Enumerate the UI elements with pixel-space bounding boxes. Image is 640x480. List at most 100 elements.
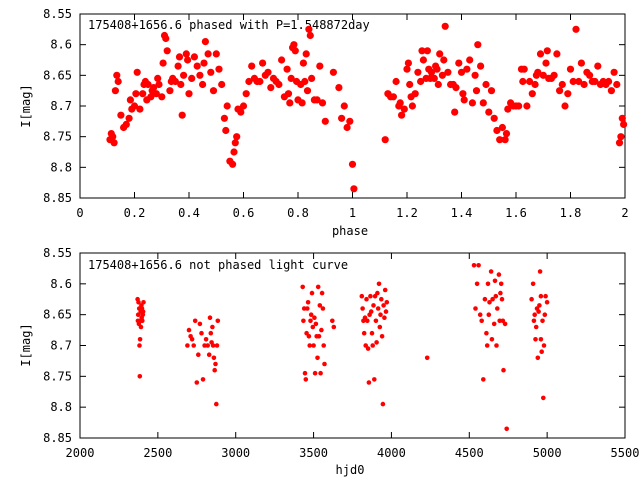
data-point — [558, 80, 566, 89]
data-point — [114, 77, 122, 86]
data-point — [299, 59, 307, 67]
data-point — [200, 59, 208, 67]
data-point — [267, 84, 275, 92]
x-tick-label: 1.4 — [451, 206, 473, 220]
data-point — [321, 117, 329, 125]
data-point — [535, 355, 541, 361]
data-point — [180, 71, 188, 79]
data-point — [419, 56, 427, 64]
data-point — [451, 108, 459, 116]
data-point — [110, 139, 118, 147]
data-point — [471, 263, 477, 268]
data-point — [617, 133, 625, 141]
x-axis-label: phase — [332, 224, 368, 238]
x-tick-label: 4500 — [455, 446, 484, 460]
data-point — [208, 330, 214, 336]
data-point — [346, 117, 354, 125]
data-point — [312, 315, 317, 321]
data-point — [152, 90, 160, 98]
data-point — [577, 59, 586, 67]
data-point — [542, 59, 550, 67]
data-point — [215, 318, 221, 324]
data-point — [620, 120, 628, 128]
data-point — [496, 136, 504, 144]
data-point — [163, 47, 171, 55]
data-point — [322, 361, 327, 367]
data-point — [488, 269, 494, 274]
data-point — [381, 136, 389, 144]
data-point — [564, 90, 572, 98]
data-point — [218, 80, 226, 89]
data-point — [369, 330, 375, 336]
data-point — [541, 343, 547, 348]
data-point — [283, 65, 291, 73]
data-point — [315, 355, 320, 361]
data-point — [343, 123, 351, 132]
data-point — [575, 77, 583, 86]
x-tick-label: 0.6 — [233, 206, 255, 220]
data-point — [305, 25, 313, 33]
data-point — [411, 90, 419, 98]
data-point — [126, 96, 134, 104]
data-point — [591, 77, 599, 86]
data-point — [376, 281, 382, 287]
data-point — [190, 53, 198, 61]
data-point — [378, 312, 383, 318]
data-point — [210, 343, 216, 348]
data-point — [534, 68, 542, 76]
data-point — [302, 370, 308, 376]
data-point — [471, 71, 479, 79]
data-point — [308, 74, 316, 82]
data-point — [463, 65, 471, 73]
data-point — [490, 114, 498, 122]
data-point — [306, 31, 314, 40]
phased-light-curve-panel: 175408+1656.6 phased with P=1.548872day … — [19, 7, 629, 238]
tick-group: 2000 2500 3000 3500 4000 4500 5000 5500 8.55 8.6 8… — [43, 246, 639, 460]
x-tick-label: 5000 — [533, 446, 562, 460]
data-point — [377, 324, 383, 330]
data-point — [502, 130, 511, 138]
data-point — [312, 370, 318, 376]
data-point — [501, 367, 506, 373]
data-point — [566, 65, 575, 73]
data-point — [379, 334, 385, 339]
data-point — [542, 312, 548, 318]
data-point — [368, 293, 373, 299]
data-point — [543, 293, 548, 299]
data-point — [406, 80, 414, 89]
data-point — [498, 281, 504, 287]
data-point — [502, 321, 508, 327]
data-point — [491, 321, 497, 327]
data-point — [539, 71, 547, 79]
data-point — [444, 68, 452, 76]
data-point — [561, 102, 569, 110]
data-point — [529, 296, 534, 302]
data-point — [136, 105, 144, 113]
data-point — [316, 334, 322, 339]
data-point — [528, 90, 536, 98]
data-point — [229, 160, 237, 168]
data-point — [287, 74, 295, 82]
data-point — [441, 22, 449, 30]
data-point — [533, 324, 539, 330]
data-point — [231, 139, 239, 147]
data-point — [290, 41, 298, 49]
data-point — [348, 160, 357, 168]
data-point — [166, 87, 174, 95]
data-point — [537, 303, 542, 308]
data-point — [278, 56, 286, 64]
data-point — [210, 324, 215, 330]
data-point — [303, 87, 312, 95]
data-point — [499, 296, 505, 302]
data-point — [178, 111, 186, 119]
data-point — [486, 312, 492, 318]
data-point — [459, 90, 467, 98]
data-point — [171, 77, 179, 86]
data-point — [207, 68, 215, 76]
data-point — [389, 93, 397, 101]
data-point — [490, 296, 495, 302]
data-point — [531, 80, 539, 89]
data-point — [479, 318, 485, 324]
data-point — [543, 47, 551, 55]
data-point — [538, 337, 544, 342]
